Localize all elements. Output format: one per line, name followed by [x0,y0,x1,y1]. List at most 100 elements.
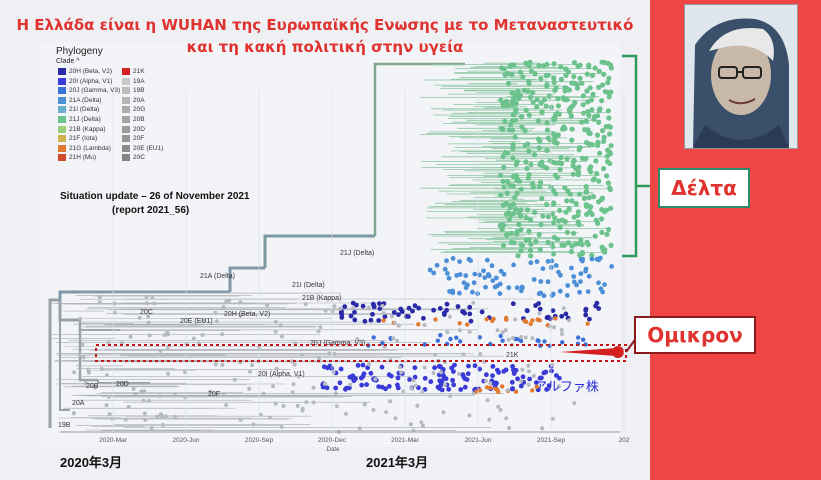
tip-dot [514,285,520,291]
tip-dot [534,380,539,385]
tip-dot [583,140,590,146]
start-date-label: 2020年3月 [60,455,123,470]
tip-dot [81,355,86,360]
tree-branch [373,62,465,236]
tip-dot [577,75,583,81]
legend-item[interactable]: 21A (Delta) [58,96,102,104]
tip-dot [324,385,330,391]
legend-item[interactable]: 20D [122,125,145,133]
tip-dot [278,323,283,328]
legend-label: 20F [133,135,145,143]
tip-dot [581,110,587,116]
legend-item[interactable]: 20C [122,154,145,162]
legend-item[interactable]: 21I (Delta) [58,106,99,114]
legend-swatch [122,154,130,162]
clade-label: 21J (Delta) [340,250,374,257]
tip-dot [589,211,595,217]
tip-dot [498,172,504,178]
tip-dot [500,178,506,184]
tip-dot [359,382,365,388]
tip-dot [433,317,438,322]
tip-dot [450,290,456,296]
tip-dot [447,314,452,319]
tip-dot [355,337,360,342]
tip-dot [580,102,586,108]
tip-dot [427,267,433,273]
tip-dot [261,391,266,396]
tip-dot [518,288,524,294]
clade-label: 19B [58,422,71,429]
tip-dot [458,339,463,344]
tip-dot [484,372,489,378]
legend-item[interactable]: 21F (Iota) [58,135,97,142]
tip-dot [536,231,542,238]
tip-dot [471,280,477,286]
tip-dot [368,370,374,376]
tip-dot [513,206,519,212]
tip-dot [533,238,539,245]
tip-dot [403,314,409,319]
tip-dot [443,376,449,382]
tip-dot [360,374,366,379]
tip-dot [591,176,597,182]
tip-dot [579,155,586,161]
legend-item[interactable]: 20I (Alpha, V1) [58,77,112,85]
tip-dot [279,424,284,429]
tip-dot [501,184,507,190]
tip-dot [332,351,337,356]
clade-labels: 21J (Delta) 21A (Delta) 21I (Delta) 21B (Ka… [58,250,519,429]
tip-dot [543,103,549,109]
legend-item[interactable]: 21J (Delta) [58,116,101,123]
legend-swatch [122,87,130,95]
tip-dot [602,209,608,215]
legend-item[interactable]: 20A [122,96,145,104]
clade-label: 21B (Kappa) [302,295,341,302]
legend-item[interactable]: 21B (Kappa) [58,125,106,133]
tip-dot [183,370,187,375]
legend-item[interactable]: 19B [122,87,145,94]
tip-dot [503,211,510,217]
legend-item[interactable]: 20J (Gamma, V3) [58,87,120,94]
tip-dot [352,309,357,315]
tip-dot [444,258,449,264]
tip-dot [462,376,468,382]
omicron-branch [560,348,616,356]
legend-item[interactable]: 20H (Beta, V2) [58,68,112,75]
tip-dot [608,242,614,248]
clade-label: 20B [86,383,99,390]
legend-item[interactable]: 20B [122,116,145,123]
tip-dot [382,314,388,319]
tip-dot [360,362,366,368]
tip-dot [523,60,529,66]
tip-dot [510,201,517,207]
legend-item[interactable]: 21G (Lambda) [58,144,111,152]
tip-dot [510,301,516,307]
tip-dot [590,91,596,97]
tip-dot [383,386,388,392]
legend-item[interactable]: 20E (EU1) [122,144,163,152]
tip-dot [558,76,565,82]
legend-item[interactable]: 21H (Mu) [58,154,96,162]
tip-dot [351,378,357,384]
tip-dot [524,319,529,325]
legend-item[interactable]: 20F [122,135,144,142]
legend-item[interactable]: 20G [122,106,145,114]
tip-dot [462,384,468,390]
tip-dot [379,364,385,370]
tip-dot [584,88,590,94]
tip-dot [595,139,601,145]
legend-item[interactable]: 21K [122,68,145,75]
legend-item[interactable]: 19A [122,77,145,85]
x-tick-label: 2020-Mar [99,437,128,444]
tip-dot [273,401,278,406]
tip-dot [508,230,514,236]
tip-dot [599,229,605,235]
tip-dot [477,335,482,340]
tip-dot [467,329,472,334]
tip-dot [149,426,154,430]
tip-dot [393,321,398,326]
tip-dot [327,351,332,356]
tip-dot [457,371,462,376]
tip-dot [183,395,188,400]
tip-dot [344,411,348,416]
